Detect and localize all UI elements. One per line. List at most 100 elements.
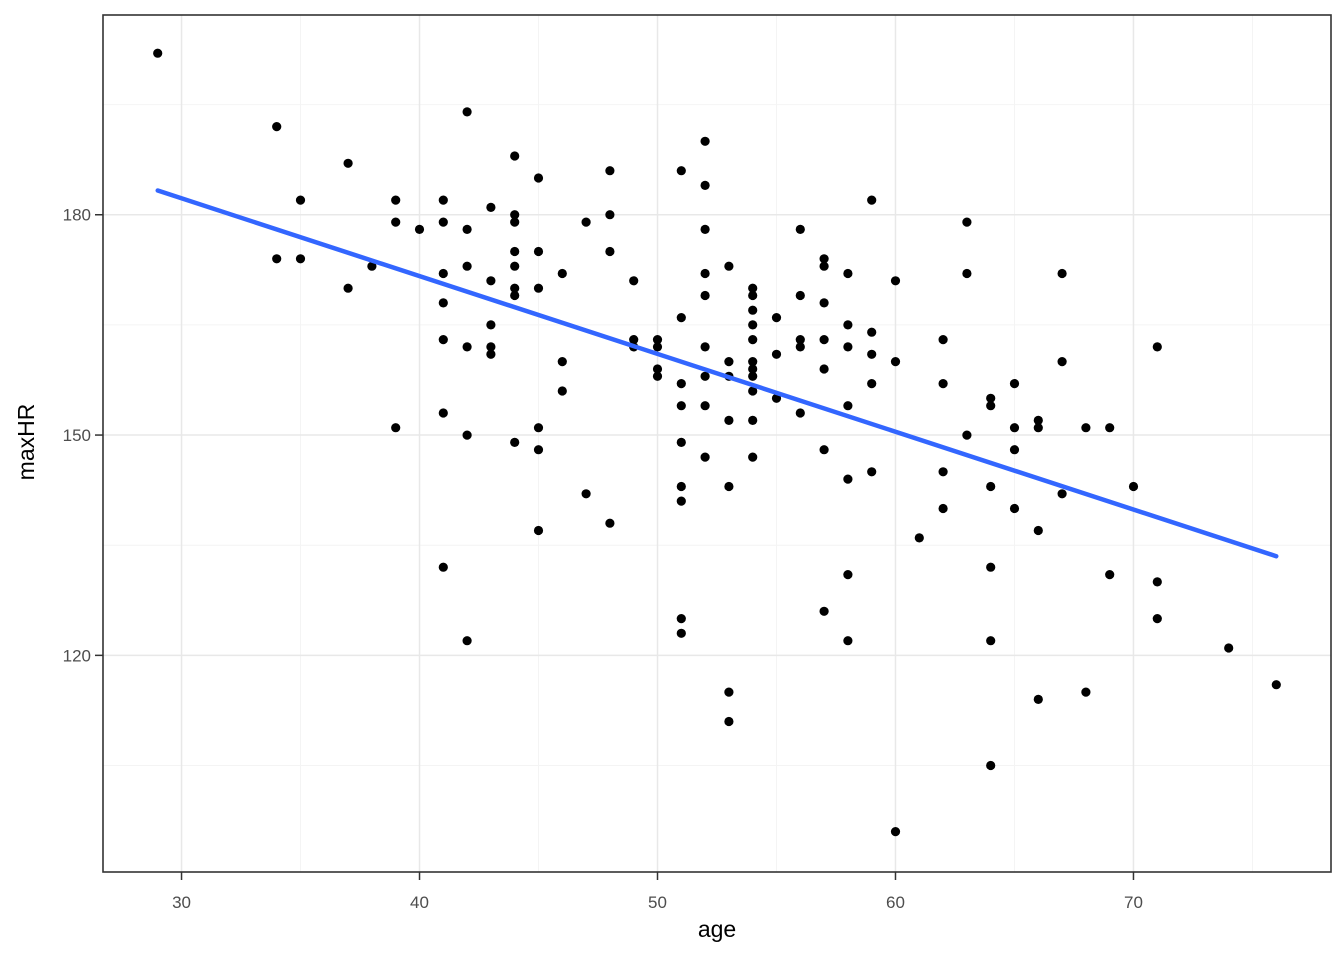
data-point bbox=[843, 401, 853, 411]
data-point bbox=[1057, 357, 1067, 367]
data-point bbox=[676, 496, 686, 506]
data-point bbox=[533, 525, 544, 536]
data-point bbox=[1009, 503, 1020, 514]
data-point bbox=[795, 335, 805, 345]
data-point bbox=[819, 364, 829, 374]
data-point bbox=[462, 342, 472, 352]
data-point bbox=[724, 687, 734, 697]
data-point bbox=[795, 342, 805, 352]
data-point bbox=[700, 268, 710, 279]
data-point bbox=[1152, 577, 1162, 587]
data-point bbox=[795, 408, 805, 418]
data-point bbox=[938, 335, 948, 345]
data-point bbox=[771, 393, 782, 403]
data-point bbox=[153, 48, 163, 58]
data-point bbox=[795, 224, 805, 234]
data-point bbox=[414, 224, 425, 234]
data-point bbox=[771, 313, 782, 323]
data-point bbox=[748, 283, 758, 293]
data-point bbox=[629, 276, 639, 286]
data-point bbox=[510, 210, 520, 220]
data-point bbox=[605, 246, 615, 257]
data-point bbox=[986, 760, 996, 771]
data-point bbox=[581, 217, 591, 227]
data-point bbox=[890, 827, 901, 837]
data-point bbox=[748, 371, 758, 381]
data-point bbox=[676, 437, 686, 447]
data-point bbox=[652, 342, 663, 352]
data-point bbox=[510, 151, 520, 161]
data-point bbox=[391, 217, 401, 227]
data-point bbox=[652, 364, 663, 374]
data-point bbox=[462, 636, 472, 646]
data-point bbox=[438, 335, 448, 345]
data-point bbox=[962, 217, 972, 227]
data-point bbox=[438, 298, 448, 308]
data-point bbox=[867, 467, 877, 477]
data-point bbox=[510, 217, 520, 227]
data-point bbox=[724, 481, 734, 492]
data-point bbox=[391, 423, 401, 433]
gridlines-major-group bbox=[103, 15, 1331, 872]
data-point bbox=[533, 423, 544, 433]
data-point bbox=[295, 195, 306, 205]
data-point bbox=[438, 408, 448, 418]
data-point bbox=[1009, 445, 1020, 455]
data-point bbox=[748, 364, 758, 374]
data-point bbox=[700, 342, 710, 352]
data-point bbox=[962, 430, 972, 440]
data-point bbox=[1128, 481, 1139, 492]
data-point bbox=[486, 349, 496, 359]
data-point bbox=[1105, 423, 1115, 433]
data-point bbox=[771, 349, 782, 359]
data-point bbox=[1009, 423, 1020, 433]
data-point bbox=[748, 335, 758, 345]
data-point bbox=[724, 261, 734, 271]
data-point bbox=[462, 261, 472, 271]
data-point bbox=[462, 430, 472, 440]
data-point bbox=[486, 320, 496, 330]
y-tick-label: 150 bbox=[63, 426, 91, 445]
data-point bbox=[486, 342, 496, 352]
data-point bbox=[700, 224, 710, 234]
data-point bbox=[962, 268, 972, 279]
data-point bbox=[676, 628, 686, 638]
data-point bbox=[486, 276, 496, 286]
data-point bbox=[343, 158, 353, 168]
data-point bbox=[1271, 680, 1281, 690]
regression-line-group bbox=[155, 188, 1279, 559]
data-point bbox=[1009, 379, 1020, 389]
data-point bbox=[819, 254, 829, 264]
y-axis-title: maxHR bbox=[13, 404, 39, 481]
data-point bbox=[867, 379, 877, 389]
axis-tick-labels-group: 30 40 50 60 70 120 150 180 bbox=[63, 206, 1143, 912]
x-tick-label: 50 bbox=[648, 893, 667, 912]
data-point bbox=[819, 335, 829, 345]
data-point bbox=[652, 335, 663, 345]
data-point bbox=[724, 415, 734, 425]
data-point bbox=[629, 335, 639, 345]
y-tick-label: 120 bbox=[63, 646, 91, 665]
data-point bbox=[1081, 687, 1091, 697]
data-point bbox=[605, 166, 615, 176]
data-point bbox=[438, 195, 448, 205]
data-point bbox=[819, 261, 829, 271]
gridlines-minor-group bbox=[103, 15, 1331, 872]
data-point bbox=[1105, 570, 1115, 580]
data-point bbox=[1057, 268, 1067, 279]
data-point bbox=[1152, 342, 1162, 352]
data-point bbox=[819, 298, 829, 308]
data-point bbox=[986, 562, 996, 572]
data-point bbox=[1224, 643, 1234, 653]
data-points-group bbox=[153, 48, 1281, 837]
data-point bbox=[795, 290, 805, 301]
y-tick-label: 180 bbox=[63, 206, 91, 225]
data-point bbox=[510, 290, 520, 301]
x-axis-title: age bbox=[698, 916, 736, 942]
data-point bbox=[843, 570, 853, 580]
data-point bbox=[748, 305, 758, 315]
data-point bbox=[819, 445, 829, 455]
data-point bbox=[700, 290, 710, 301]
